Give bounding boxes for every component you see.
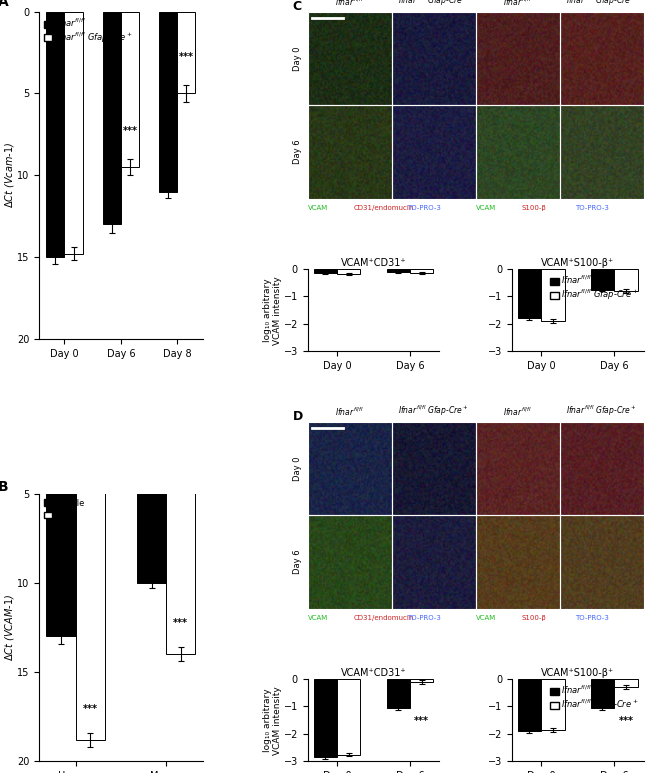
- Text: ***: ***: [83, 704, 98, 714]
- Bar: [541, 269, 564, 322]
- Bar: [560, 12, 644, 105]
- Text: Day 0: Day 0: [293, 456, 302, 481]
- Bar: [75, 404, 105, 740]
- Bar: [387, 269, 410, 272]
- Text: CD31/endomucin: CD31/endomucin: [354, 615, 414, 621]
- Text: S100-β: S100-β: [522, 615, 547, 621]
- Bar: [614, 679, 638, 686]
- Text: $Ifnar^{fl/fl}\ Gfap$-$Cre^+$: $Ifnar^{fl/fl}\ Gfap$-$Cre^+$: [566, 0, 637, 8]
- Bar: [307, 421, 392, 516]
- Text: C: C: [292, 0, 302, 13]
- Text: S100-β: S100-β: [522, 206, 547, 212]
- Y-axis label: log₁₀ arbitrary
VCAM intensity: log₁₀ arbitrary VCAM intensity: [263, 686, 282, 754]
- Text: VCAM: VCAM: [476, 615, 496, 621]
- Bar: [159, 12, 177, 192]
- Text: Day 6: Day 6: [293, 550, 302, 574]
- Bar: [121, 12, 139, 167]
- Bar: [518, 679, 541, 731]
- Text: A: A: [0, 0, 9, 9]
- Bar: [64, 12, 83, 254]
- Text: D: D: [292, 410, 303, 424]
- Text: TO-PRO-3: TO-PRO-3: [575, 615, 608, 621]
- Text: $Ifnar^{fl/fl}\ Gfap$-$Cre^+$: $Ifnar^{fl/fl}\ Gfap$-$Cre^+$: [398, 404, 469, 418]
- Bar: [541, 679, 564, 730]
- Text: VCAM: VCAM: [307, 615, 328, 621]
- Bar: [560, 421, 644, 516]
- Bar: [476, 12, 560, 105]
- Text: ***: ***: [618, 717, 633, 727]
- Bar: [518, 269, 541, 318]
- Bar: [392, 421, 476, 516]
- Bar: [560, 105, 644, 199]
- Y-axis label: $\Delta$Ct ($VCAM$-$1$): $\Delta$Ct ($VCAM$-$1$): [3, 594, 16, 661]
- Text: B: B: [0, 480, 8, 494]
- Bar: [137, 404, 166, 583]
- Text: TO-PRO-3: TO-PRO-3: [407, 206, 441, 212]
- Y-axis label: $\Delta$Ct ($Vcam$-$1$): $\Delta$Ct ($Vcam$-$1$): [3, 142, 16, 209]
- Bar: [307, 516, 392, 609]
- Text: Day 0: Day 0: [293, 46, 302, 70]
- Title: VCAM⁺S100-β⁺: VCAM⁺S100-β⁺: [541, 668, 614, 678]
- Y-axis label: log₁₀ arbitrary
VCAM intensity: log₁₀ arbitrary VCAM intensity: [263, 276, 282, 345]
- Bar: [410, 269, 434, 273]
- Text: $Ifnar^{fl/fl}$: $Ifnar^{fl/fl}$: [335, 405, 364, 418]
- Text: ***: ***: [174, 618, 188, 628]
- Legend: $Ifnar^{fl/fl}$, $Ifnar^{fl/fl}\ Gfap$-$Cre^+$: $Ifnar^{fl/fl}$, $Ifnar^{fl/fl}\ Gfap$-$…: [549, 683, 640, 713]
- Bar: [410, 679, 434, 683]
- Bar: [46, 404, 75, 636]
- Text: ***: ***: [179, 53, 194, 63]
- Bar: [307, 105, 392, 199]
- Bar: [591, 269, 614, 290]
- Bar: [392, 12, 476, 105]
- Bar: [591, 679, 614, 708]
- Bar: [614, 269, 638, 291]
- Bar: [387, 679, 410, 708]
- Bar: [307, 12, 392, 105]
- Title: VCAM⁺CD31⁺: VCAM⁺CD31⁺: [341, 258, 406, 268]
- Text: VCAM: VCAM: [307, 206, 328, 212]
- Bar: [103, 12, 121, 224]
- Bar: [46, 12, 64, 257]
- Text: Day 6: Day 6: [293, 140, 302, 165]
- Bar: [476, 105, 560, 199]
- Text: CD31/endomucin: CD31/endomucin: [354, 206, 414, 212]
- Text: VCAM: VCAM: [476, 206, 496, 212]
- Bar: [476, 421, 560, 516]
- Bar: [166, 404, 196, 654]
- Text: $Ifnar^{fl/fl}$: $Ifnar^{fl/fl}$: [503, 405, 532, 418]
- Text: ***: ***: [122, 126, 137, 136]
- Legend: $Ifnar^{fl/fl}$, $Ifnar^{fl/fl}\ Gfap$-$Cre^+$: $Ifnar^{fl/fl}$, $Ifnar^{fl/fl}\ Gfap$-$…: [549, 273, 640, 303]
- Text: ***: ***: [414, 717, 429, 727]
- Bar: [337, 679, 360, 754]
- Bar: [392, 105, 476, 199]
- Title: VCAM⁺S100-β⁺: VCAM⁺S100-β⁺: [541, 258, 614, 268]
- Title: VCAM⁺CD31⁺: VCAM⁺CD31⁺: [341, 668, 406, 678]
- Text: $Ifnar^{fl/fl}$: $Ifnar^{fl/fl}$: [503, 0, 532, 8]
- Bar: [177, 12, 196, 94]
- Bar: [314, 679, 337, 758]
- Text: $Ifnar^{fl/fl}\ Gfap$-$Cre^+$: $Ifnar^{fl/fl}\ Gfap$-$Cre^+$: [566, 404, 637, 418]
- Text: $Ifnar^{fl/fl}$: $Ifnar^{fl/fl}$: [335, 0, 364, 8]
- Bar: [337, 269, 360, 274]
- Text: TO-PRO-3: TO-PRO-3: [407, 615, 441, 621]
- Legend: $Ifnar^{fl/fl}$, $Ifnar^{fl/fl}\ Gfap$-$Cre^+$: $Ifnar^{fl/fl}$, $Ifnar^{fl/fl}\ Gfap$-$…: [43, 15, 133, 46]
- Bar: [392, 516, 476, 609]
- Bar: [476, 516, 560, 609]
- Legend: Vehicle, IFN-$\beta$: Vehicle, IFN-$\beta$: [43, 498, 86, 523]
- Text: TO-PRO-3: TO-PRO-3: [575, 206, 608, 212]
- Text: $Ifnar^{fl/fl}\ Gfap$-$Cre^+$: $Ifnar^{fl/fl}\ Gfap$-$Cre^+$: [398, 0, 469, 8]
- Bar: [560, 516, 644, 609]
- Bar: [314, 269, 337, 273]
